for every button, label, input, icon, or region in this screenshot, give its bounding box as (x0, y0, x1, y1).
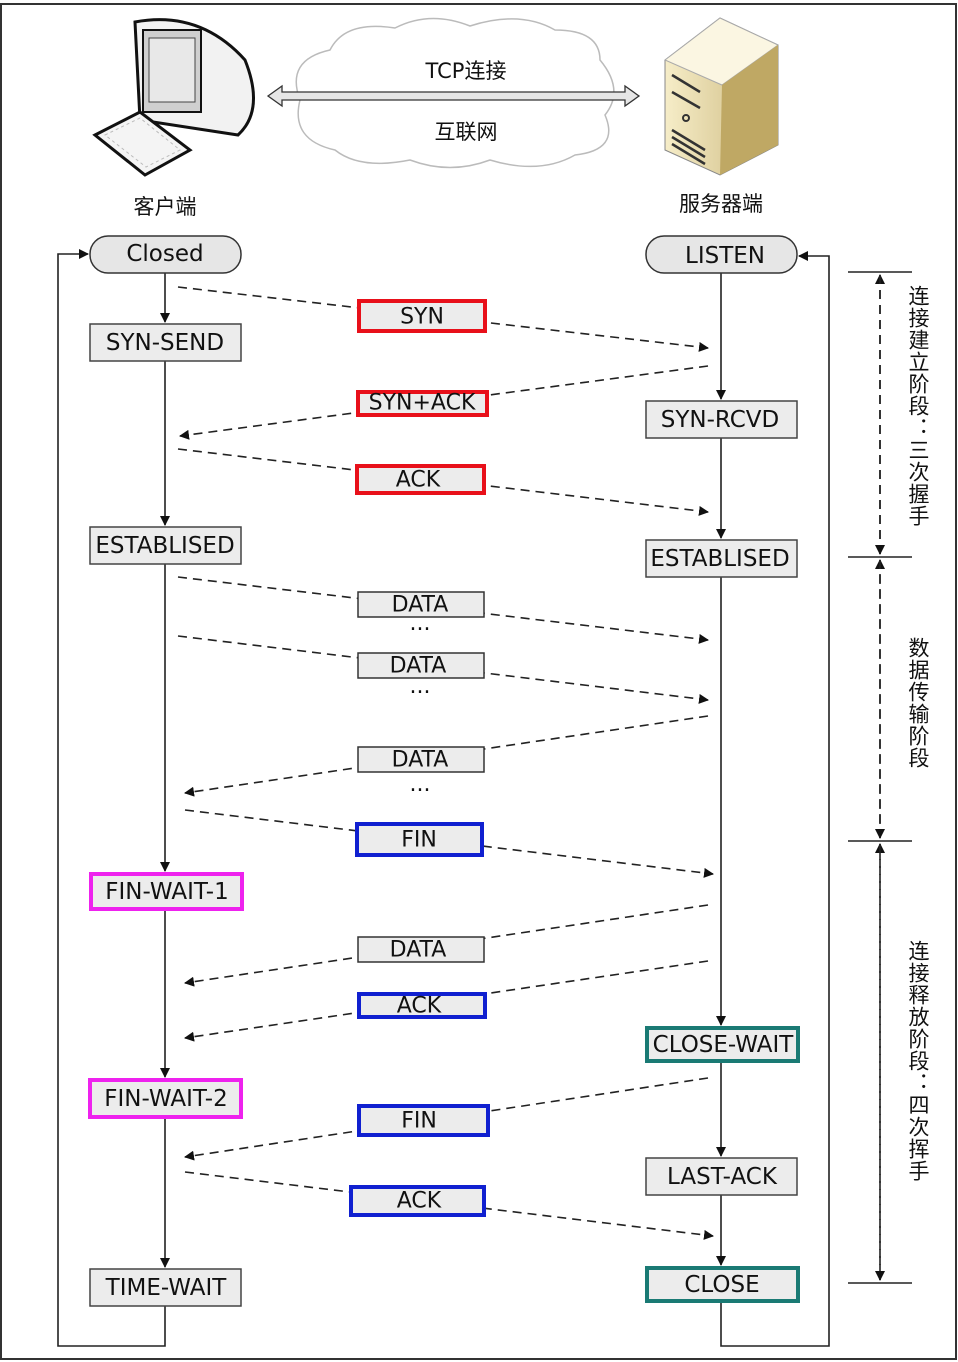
phase-brackets (848, 271, 912, 1284)
cloud-label-tcp: TCP连接 (425, 59, 507, 83)
msg-data-2: DATA (357, 652, 485, 679)
svg-text:LISTEN: LISTEN (685, 243, 765, 269)
cloud-label-internet: 互联网 (435, 120, 498, 144)
ellipsis-3: ··· (410, 779, 431, 804)
phase-label-teardown: 连接释放阶段：四次挥手 (906, 940, 930, 1182)
svg-text:ACK: ACK (397, 994, 442, 1019)
msg-data-4: DATA (357, 936, 485, 963)
state-listen: LISTEN (645, 235, 798, 274)
arrow-syn-ack (179, 365, 709, 440)
frame (0, 3, 957, 1360)
msg-syn-ack: SYN+ACK (356, 390, 489, 417)
svg-text:SYN+ACK: SYN+ACK (369, 391, 476, 416)
server-icon (664, 17, 779, 176)
svg-text:Closed: Closed (126, 241, 203, 267)
arrow-ack-3 (184, 1171, 714, 1240)
ellipsis-2: ··· (410, 681, 431, 706)
svg-text:DATA: DATA (390, 938, 447, 963)
state-fin-wait-2: FIN-WAIT-2 (88, 1078, 243, 1119)
phase-label-data: 数据传输阶段 (906, 637, 930, 769)
state-close: CLOSE (645, 1266, 800, 1303)
server-timeline (716, 251, 830, 1347)
svg-text:ACK: ACK (397, 1189, 442, 1214)
state-close-wait: CLOSE-WAIT (645, 1026, 800, 1063)
arrow-fin-1 (184, 809, 714, 878)
state-time-wait: TIME-WAIT (89, 1268, 242, 1307)
svg-text:ESTABLISED: ESTABLISED (95, 533, 234, 559)
msg-data-1: DATA (357, 591, 485, 618)
svg-text:DATA: DATA (392, 748, 449, 773)
msg-syn: SYN (357, 299, 487, 333)
state-fin-wait-1: FIN-WAIT-1 (89, 872, 244, 911)
arrow-ack-2 (184, 960, 709, 1042)
arrow-fin-2 (184, 1077, 709, 1161)
state-syn-rcvd: SYN-RCVD (645, 400, 798, 439)
msg-fin-1: FIN (355, 822, 484, 857)
state-client-established: ESTABLISED (89, 526, 242, 565)
msg-data-3: DATA (357, 746, 485, 773)
svg-text:DATA: DATA (392, 593, 449, 618)
svg-text:FIN-WAIT-2: FIN-WAIT-2 (104, 1086, 227, 1112)
arrow-data-3 (184, 715, 709, 797)
tcp-connection-arrow (266, 84, 641, 108)
client-timeline (57, 249, 170, 1347)
msg-ack-3: ACK (349, 1185, 486, 1217)
state-client-closed: Closed (89, 235, 242, 274)
svg-text:LAST-ACK: LAST-ACK (667, 1164, 778, 1190)
msg-ack: ACK (355, 464, 486, 495)
svg-text:CLOSE: CLOSE (684, 1272, 759, 1298)
arrow-data-4 (184, 904, 709, 987)
svg-text:SYN-SEND: SYN-SEND (106, 330, 224, 356)
svg-text:FIN: FIN (401, 828, 437, 853)
state-server-established: ESTABLISED (645, 539, 798, 578)
svg-text:DATA: DATA (390, 654, 447, 679)
svg-text:SYN: SYN (400, 305, 444, 330)
svg-text:ESTABLISED: ESTABLISED (650, 546, 789, 572)
message-arrows (177, 286, 714, 1240)
svg-text:FIN: FIN (401, 1109, 437, 1134)
computer-icon (92, 18, 255, 177)
server-label: 服务器端 (679, 192, 763, 216)
ellipsis-1: ··· (410, 618, 431, 643)
svg-text:FIN-WAIT-1: FIN-WAIT-1 (105, 879, 228, 905)
msg-ack-2: ACK (357, 992, 487, 1019)
svg-text:SYN-RCVD: SYN-RCVD (661, 407, 780, 433)
client-label: 客户端 (134, 195, 197, 219)
svg-text:ACK: ACK (396, 468, 441, 493)
svg-text:TIME-WAIT: TIME-WAIT (105, 1275, 228, 1301)
phase-label-handshake: 连接建立阶段：三次握手 (906, 285, 930, 527)
state-syn-send: SYN-SEND (89, 323, 242, 362)
msg-fin-2: FIN (357, 1104, 490, 1137)
svg-text:CLOSE-WAIT: CLOSE-WAIT (653, 1032, 795, 1058)
state-last-ack: LAST-ACK (645, 1157, 798, 1196)
